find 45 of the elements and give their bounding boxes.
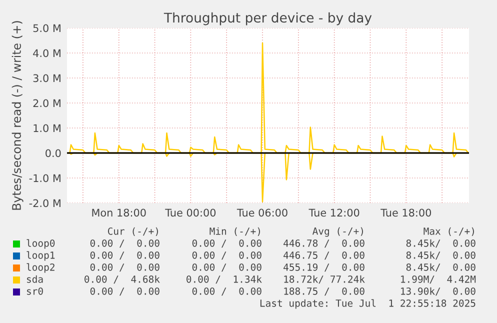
legend-label: loop0 <box>26 239 55 249</box>
y-axis-title: Bytes/second read (-) / write (+) <box>12 21 24 210</box>
text: 0.00 / 0.00 <box>192 239 262 248</box>
legend-label: loop2 <box>26 263 54 273</box>
x-tick-label: Tue 00:00 <box>165 208 216 217</box>
text: Last update: Tue Jul 1 22:55:18 2025 <box>260 299 476 309</box>
text: 446.75 / 0.00 <box>284 251 364 260</box>
text: 0.00 / 0.00 <box>90 239 160 248</box>
text: Min (-/+) <box>210 227 260 236</box>
legend-label: sr0 <box>27 287 43 295</box>
text: 18.72k/ 77.24k <box>284 275 365 284</box>
legend-label: loop1 <box>26 251 55 261</box>
text: 8.45k/ 0.00 <box>406 263 476 272</box>
text: Avg (-/+) <box>312 227 363 237</box>
text: 1.99M/ 4.42M <box>401 275 476 284</box>
text: 0.00 / 0.00 <box>192 263 262 272</box>
text: 13.90k/ 0.00 <box>401 287 476 296</box>
x-tick-label: Mon 18:00 <box>92 208 146 217</box>
text: 0.00 / 0.00 <box>90 263 160 272</box>
text: 0.00 / 0.00 <box>192 287 262 296</box>
y-tick-label: -1.0 M <box>29 174 60 182</box>
text: 0.00 / 1.34k <box>186 275 262 284</box>
text: 188.75 / 0.00 <box>284 287 364 296</box>
y-tick-label: 0.0 <box>46 149 61 158</box>
y-tick-label: 5.0 M <box>33 24 60 32</box>
x-tick-label: Tue 06:00 <box>236 208 288 217</box>
y-tick-label: -2.0 M <box>29 199 60 208</box>
text: 0.00 / 0.00 <box>90 287 160 296</box>
text: 0.00 / 0.00 <box>90 251 160 260</box>
text: Cur (-/+) <box>108 227 158 236</box>
y-tick-label: 2.0 M <box>33 99 60 108</box>
x-tick-label: Tue 12:00 <box>308 208 360 217</box>
text: 0.00 / 4.68k <box>84 275 160 284</box>
x-tick-label: Tue 18:00 <box>380 208 432 217</box>
text: 8.45k/ 0.00 <box>406 239 476 248</box>
text: 0.00 / 0.00 <box>192 251 262 260</box>
text: 446.78 / 0.00 <box>284 239 364 248</box>
text: 8.45k/ 0.00 <box>406 251 476 260</box>
y-tick-label: 4.0 M <box>33 49 60 58</box>
text: Max (-/+) <box>424 227 474 236</box>
y-tick-label: 1.0 M <box>34 124 60 132</box>
legend-label: sda <box>27 275 43 283</box>
chart-title: Throughput per device - by day <box>164 12 372 26</box>
text: 455.19 / 0.00 <box>284 263 364 272</box>
y-tick-label: 3.0 M <box>33 74 60 82</box>
